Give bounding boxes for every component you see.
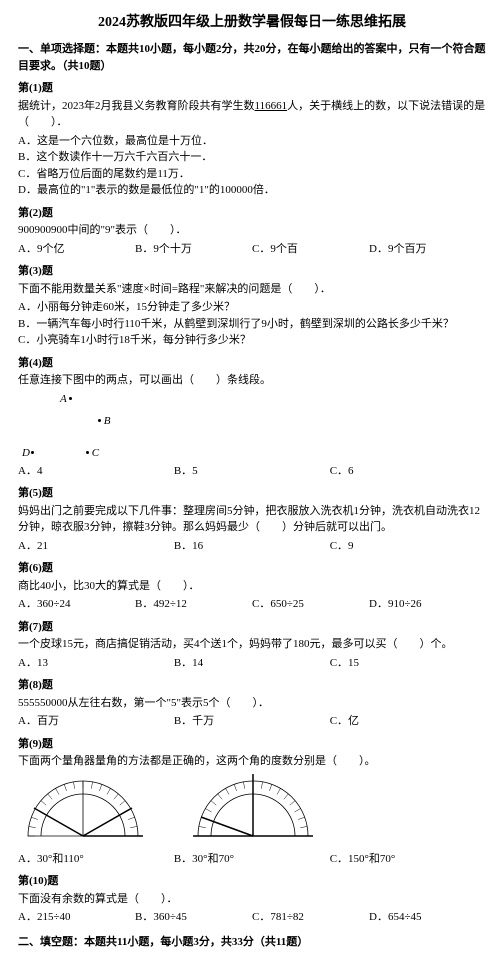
- q6-options: A．360÷24 B．492÷12 C．650÷25 D．910÷26: [18, 596, 486, 613]
- q4-point-d: D: [22, 445, 34, 462]
- q4-number: 第(4)题: [18, 355, 486, 372]
- q2-opt-d: D．9个百万: [369, 241, 486, 258]
- q9-opt-a: A．30°和110°: [18, 851, 174, 868]
- q2-number: 第(2)题: [18, 205, 486, 222]
- q1-opt-d: D．最高位的"1"表示的数是最低位的"1"的100000倍．: [18, 182, 486, 199]
- q3-number: 第(3)题: [18, 263, 486, 280]
- q1-opt-a: A．这是一个六位数，最高位是十万位．: [18, 133, 486, 150]
- q1-underline: 116661: [255, 100, 288, 112]
- q7-options: A．13 B．14 C．15: [18, 655, 486, 672]
- q10-options: A．215÷40 B．360÷45 C．781÷82 D．654÷45: [18, 909, 486, 926]
- q6-number: 第(6)题: [18, 560, 486, 577]
- q10-text: 下面没有余数的算式是（ ）．: [18, 891, 486, 908]
- q9-opt-c: C．150°和70°: [330, 851, 486, 868]
- q2-opt-b: B．9个十万: [135, 241, 252, 258]
- q1-text: 据统计，2023年2月我县义务教育阶段共有学生数116661人，关于横线上的数，…: [18, 98, 486, 131]
- q4-diagram: A B D C: [18, 391, 486, 461]
- page-title: 2024苏教版四年级上册数学暑假每日一练思维拓展: [18, 12, 486, 33]
- q4-options: A．4 B．5 C．6: [18, 463, 486, 480]
- q9-diagram: [18, 774, 486, 849]
- q7-opt-a: A．13: [18, 655, 174, 672]
- q3-opt-a: A．小丽每分钟走60米，15分钟走了多少米？: [18, 299, 486, 316]
- q4-point-c: C: [86, 445, 99, 462]
- section-2-heading: 二、填空题：本题共11小题，每小题3分，共33分（共11题）: [18, 934, 486, 951]
- q2-options: A．9个亿 B．9个十万 C．9个百 D．9个百万: [18, 241, 486, 258]
- protractor-1: [18, 774, 148, 849]
- q9-options: A．30°和110° B．30°和70° C．150°和70°: [18, 851, 486, 868]
- q5-opt-c: C．9: [330, 538, 486, 555]
- q3-opt-c: C．小亮骑车1小时行18千米，每分钟行多少米？: [18, 332, 486, 349]
- q3-text: 下面不能用数量关系"速度×时间=路程"来解决的问题是（ ）．: [18, 281, 486, 298]
- q6-text: 商比40小，比30大的算式是（ ）．: [18, 578, 486, 595]
- q8-text: 555550000从左往右数，第一个"5"表示5个（ ）．: [18, 695, 486, 712]
- q4-point-a: A: [60, 391, 72, 408]
- q4-text: 任意连接下图中的两点，可以画出（ ）条线段。: [18, 372, 486, 389]
- q3-opt-b: B．一辆汽车每小时行110千米，从鹤壁到深圳行了9小时，鹤壁到深圳的公路长多少千…: [18, 316, 486, 333]
- section-1-heading: 一、单项选择题：本题共10小题，每小题2分，共20分，在每小题给出的答案中，只有…: [18, 41, 486, 74]
- q10-opt-d: D．654÷45: [369, 909, 486, 926]
- q9-opt-b: B．30°和70°: [174, 851, 330, 868]
- q1-opt-c: C．省略万位后面的尾数约是11万．: [18, 166, 486, 183]
- q5-options: A．21 B．16 C．9: [18, 538, 486, 555]
- q7-text: 一个皮球15元，商店搞促销活动，买4个送1个，妈妈带了180元，最多可以买（ ）…: [18, 636, 486, 653]
- q9-text: 下面两个量角器量角的方法都是正确的，这两个角的度数分别是（ ）。: [18, 753, 486, 770]
- q9-number: 第(9)题: [18, 736, 486, 753]
- q8-opt-a: A．百万: [18, 713, 174, 730]
- q3-options: A．小丽每分钟走60米，15分钟走了多少米？ B．一辆汽车每小时行110千米，从…: [18, 299, 486, 349]
- q8-options: A．百万 B．千万 C．亿: [18, 713, 486, 730]
- q5-number: 第(5)题: [18, 485, 486, 502]
- q2-opt-a: A．9个亿: [18, 241, 135, 258]
- q7-opt-b: B．14: [174, 655, 330, 672]
- q2-opt-c: C．9个百: [252, 241, 369, 258]
- q1-text-a: 据统计，2023年2月我县义务教育阶段共有学生数: [18, 100, 255, 112]
- q4-opt-b: B．5: [174, 463, 330, 480]
- q6-opt-d: D．910÷26: [369, 596, 486, 613]
- q6-opt-b: B．492÷12: [135, 596, 252, 613]
- q4-opt-a: A．4: [18, 463, 174, 480]
- q5-opt-b: B．16: [174, 538, 330, 555]
- q2-text: 900900900中间的"9"表示（ ）．: [18, 222, 486, 239]
- q8-opt-b: B．千万: [174, 713, 330, 730]
- q10-opt-b: B．360÷45: [135, 909, 252, 926]
- q8-opt-c: C．亿: [330, 713, 486, 730]
- q10-number: 第(10)题: [18, 873, 486, 890]
- q10-opt-c: C．781÷82: [252, 909, 369, 926]
- q5-text: 妈妈出门之前要完成以下几件事：整理房间5分钟，把衣服放入洗衣机1分钟，洗衣机自动…: [18, 503, 486, 536]
- q10-opt-a: A．215÷40: [18, 909, 135, 926]
- q4-point-b: B: [98, 413, 110, 430]
- q6-opt-a: A．360÷24: [18, 596, 135, 613]
- q1-number: 第(1)题: [18, 80, 486, 97]
- q7-number: 第(7)题: [18, 619, 486, 636]
- q6-opt-c: C．650÷25: [252, 596, 369, 613]
- q8-number: 第(8)题: [18, 677, 486, 694]
- q7-opt-c: C．15: [330, 655, 486, 672]
- protractor-2: [188, 774, 318, 849]
- q1-opt-b: B．这个数读作十一万六千六百六十一．: [18, 149, 486, 166]
- q4-opt-c: C．6: [330, 463, 486, 480]
- q5-opt-a: A．21: [18, 538, 174, 555]
- q1-options: A．这是一个六位数，最高位是十万位． B．这个数读作十一万六千六百六十一． C．…: [18, 133, 486, 199]
